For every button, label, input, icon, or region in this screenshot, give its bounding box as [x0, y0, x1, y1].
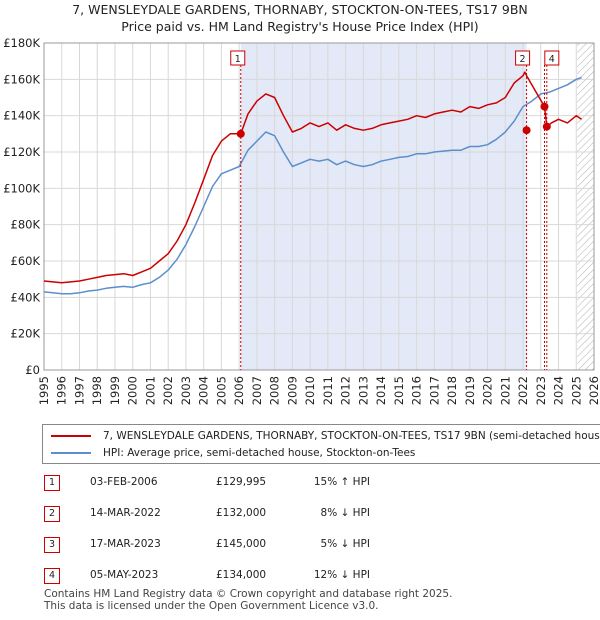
x-tick-label: 2023 — [534, 376, 548, 405]
transaction-price: £145,000 — [216, 538, 267, 550]
y-tick-label: £160K — [3, 72, 40, 86]
sale-label-box — [544, 50, 560, 66]
x-tick-label: 2018 — [445, 376, 459, 405]
sale-label: 4 — [549, 54, 555, 65]
x-tick-label: 2006 — [232, 376, 246, 405]
y-tick-label: £80K — [11, 218, 41, 232]
x-tick-label: 2001 — [143, 376, 157, 405]
x-tick-label: 2016 — [410, 376, 424, 405]
chart-subtitle: Price paid vs. HM Land Registry's House … — [121, 19, 479, 34]
transaction-hpi-change: 8% ↓ HPI — [320, 507, 370, 519]
transaction-date: 17-MAR-2023 — [90, 538, 161, 550]
sale-label: 1 — [235, 54, 241, 65]
x-tick-label: 2025 — [569, 376, 583, 405]
transaction-row: 4 05-MAY-2023 £134,000 12% ↓ HPI — [44, 567, 564, 587]
legend-label-hpi: HPI: Average price, semi-detached house,… — [103, 447, 416, 459]
x-tick-label: 2008 — [268, 376, 282, 405]
property-price-line — [43, 71, 583, 284]
x-tick-label: 2002 — [161, 376, 175, 405]
transaction-row: 2 14-MAR-2022 £132,000 8% ↓ HPI — [44, 505, 564, 525]
x-tick-label: 1995 — [37, 376, 51, 405]
transaction-number: 1 — [44, 475, 60, 491]
x-tick-label: 2011 — [321, 376, 335, 405]
y-tick-label: £100K — [3, 181, 40, 195]
x-tick-label: 2012 — [339, 376, 353, 405]
y-tick-label: £40K — [11, 290, 41, 304]
transaction-price: £129,995 — [216, 476, 267, 488]
transaction-date: 03-FEB-2006 — [90, 476, 158, 488]
legend-label-property: 7, WENSLEYDALE GARDENS, THORNABY, STOCKT… — [103, 430, 600, 442]
chart-title-address: 7, WENSLEYDALE GARDENS, THORNABY, STOCKT… — [72, 2, 528, 17]
y-tick-label: £0 — [25, 363, 40, 377]
x-tick-label: 2004 — [197, 376, 211, 405]
y-tick-label: £180K — [3, 36, 40, 50]
legend-swatch-property — [51, 435, 91, 437]
y-tick-label: £20K — [11, 327, 41, 341]
sale-point — [542, 122, 551, 131]
y-tick-label: £140K — [3, 109, 40, 123]
transaction-number: 4 — [44, 568, 60, 584]
x-tick-label: 2019 — [463, 376, 477, 405]
x-tick-label: 2005 — [214, 376, 228, 405]
x-tick-label: 2015 — [392, 376, 406, 405]
transaction-hpi-change: 12% ↓ HPI — [313, 569, 370, 581]
transaction-row: 1 03-FEB-2006 £129,995 15% ↑ HPI — [44, 474, 564, 494]
x-tick-label: 2003 — [179, 376, 193, 405]
x-tick-label: 2007 — [250, 376, 264, 405]
hpi-line — [43, 76, 582, 295]
sale-label: 2 — [520, 54, 526, 65]
sale-point — [236, 129, 245, 138]
y-tick-label: £120K — [3, 145, 40, 159]
transaction-date: 14-MAR-2022 — [90, 507, 161, 519]
x-tick-label: 2013 — [356, 376, 370, 405]
transaction-price: £134,000 — [216, 569, 267, 581]
x-tick-label: 2014 — [374, 376, 388, 405]
x-tick-label: 2024 — [552, 376, 566, 405]
legend-swatch-hpi — [51, 452, 91, 454]
x-tick-label: 2021 — [498, 376, 512, 405]
transaction-hpi-change: 15% ↑ HPI — [313, 476, 370, 488]
x-tick-label: 1997 — [72, 376, 86, 405]
transaction-row: 3 17-MAR-2023 £145,000 5% ↓ HPI — [44, 536, 564, 556]
footer-licence: This data is licensed under the Open Gov… — [44, 600, 379, 612]
transaction-number: 2 — [44, 506, 60, 522]
x-tick-label: 2026 — [587, 376, 600, 405]
transaction-hpi-change: 5% ↓ HPI — [320, 538, 370, 550]
legend: 7, WENSLEYDALE GARDENS, THORNABY, STOCKT… — [42, 424, 600, 464]
sale-point — [540, 102, 549, 111]
price-chart: £0 £20K £40K £60K £80K £100K £120K £140K £160K £1… — [3, 36, 600, 405]
plot-frame — [43, 42, 595, 371]
legend-item-property: 7, WENSLEYDALE GARDENS, THORNABY, STOCKT… — [51, 428, 600, 444]
x-tick-label: 2000 — [126, 376, 140, 405]
ownership-shade — [240, 43, 527, 370]
sale-label-box — [515, 50, 531, 66]
sale-point — [522, 126, 531, 135]
x-tick-label: 2009 — [285, 376, 299, 405]
x-tick-label: 2017 — [427, 376, 441, 405]
transaction-number: 3 — [44, 537, 60, 553]
legend-item-hpi: HPI: Average price, semi-detached house,… — [51, 445, 415, 461]
x-tick-label: 1999 — [108, 376, 122, 405]
x-tick-label: 1998 — [90, 376, 104, 405]
x-tick-label: 2022 — [516, 376, 530, 405]
x-tick-label: 1996 — [55, 376, 69, 405]
forecast-hatch — [577, 43, 594, 370]
transaction-price: £132,000 — [216, 507, 267, 519]
footer-copyright: Contains HM Land Registry data © Crown c… — [44, 588, 453, 600]
sale-label-box — [230, 50, 246, 66]
transaction-date: 05-MAY-2023 — [90, 569, 159, 581]
x-tick-label: 2010 — [303, 376, 317, 405]
y-tick-label: £60K — [11, 254, 41, 268]
x-tick-label: 2020 — [481, 376, 495, 405]
